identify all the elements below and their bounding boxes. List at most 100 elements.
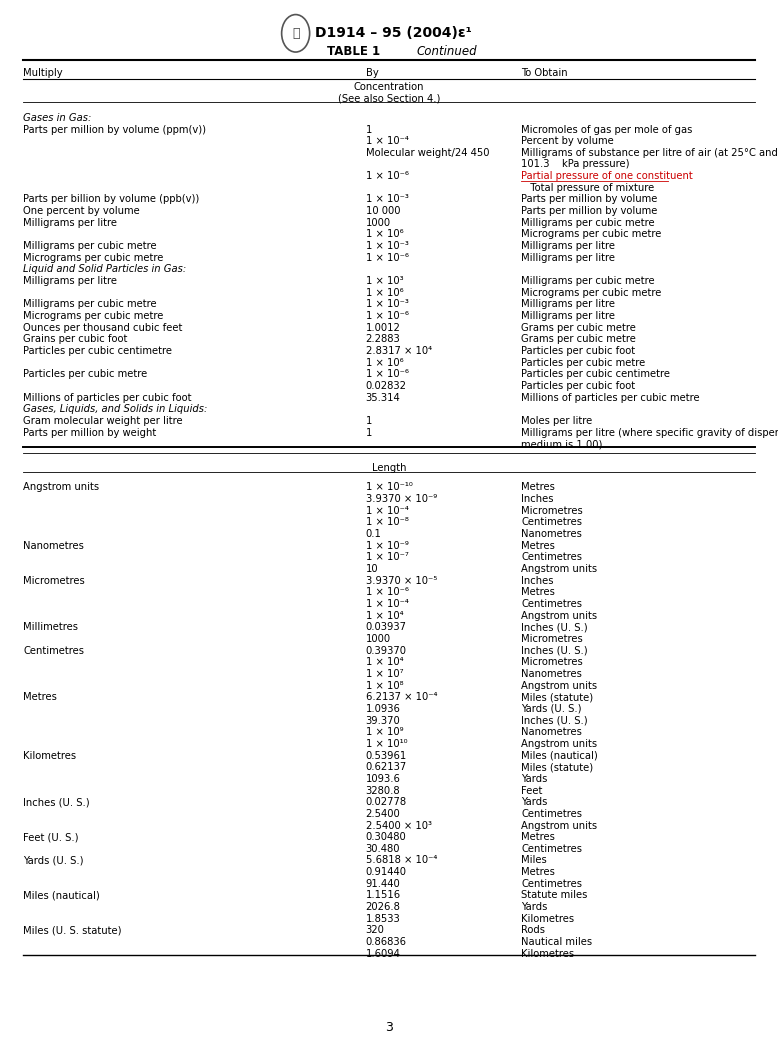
Text: 1 × 10⁻⁴: 1 × 10⁻⁴ bbox=[366, 136, 408, 146]
Text: 2.8317 × 10⁴: 2.8317 × 10⁴ bbox=[366, 346, 432, 356]
Text: Yards: Yards bbox=[521, 773, 548, 784]
Text: TABLE 1: TABLE 1 bbox=[327, 45, 380, 57]
Text: Particles per cubic centimetre: Particles per cubic centimetre bbox=[521, 370, 671, 379]
Text: Nanometres: Nanometres bbox=[521, 669, 582, 679]
Text: Nanometres: Nanometres bbox=[23, 540, 84, 551]
Text: Liquid and Solid Particles in Gas:: Liquid and Solid Particles in Gas: bbox=[23, 264, 187, 275]
Text: Micrograms per cubic metre: Micrograms per cubic metre bbox=[521, 229, 661, 239]
Text: 2.5400 × 10³: 2.5400 × 10³ bbox=[366, 820, 432, 831]
Text: Length: Length bbox=[372, 463, 406, 474]
Text: Parts per million by weight: Parts per million by weight bbox=[23, 428, 156, 437]
Text: 101.3    kPa pressure): 101.3 kPa pressure) bbox=[521, 159, 629, 170]
Text: Rods: Rods bbox=[521, 925, 545, 936]
Text: Nautical miles: Nautical miles bbox=[521, 937, 592, 947]
Text: 1 × 10⁹: 1 × 10⁹ bbox=[366, 728, 403, 737]
Text: 1 × 10⁻⁶: 1 × 10⁻⁶ bbox=[366, 171, 408, 181]
Text: 6.2137 × 10⁻⁴: 6.2137 × 10⁻⁴ bbox=[366, 692, 437, 703]
Text: Continued: Continued bbox=[416, 45, 477, 57]
Text: Particles per cubic metre: Particles per cubic metre bbox=[521, 358, 646, 367]
Text: 1 × 10⁸: 1 × 10⁸ bbox=[366, 681, 403, 690]
Text: Milligrams per cubic metre: Milligrams per cubic metre bbox=[23, 300, 157, 309]
Text: Yards: Yards bbox=[521, 903, 548, 912]
Text: Miles (U. S. statute): Miles (U. S. statute) bbox=[23, 925, 122, 936]
Text: Angstrom units: Angstrom units bbox=[521, 681, 598, 690]
Text: Percent by volume: Percent by volume bbox=[521, 136, 614, 146]
Text: Parts per million by volume: Parts per million by volume bbox=[521, 206, 657, 217]
Text: 1 × 10⁻⁶: 1 × 10⁻⁶ bbox=[366, 311, 408, 321]
Text: Micrometres: Micrometres bbox=[521, 506, 583, 515]
Text: 1 × 10⁶: 1 × 10⁶ bbox=[366, 358, 403, 367]
Text: Partial pressure of one constituent: Partial pressure of one constituent bbox=[521, 171, 693, 181]
Text: Inches: Inches bbox=[521, 494, 554, 504]
Text: 0.39370: 0.39370 bbox=[366, 645, 407, 656]
Text: 0.30480: 0.30480 bbox=[366, 832, 406, 842]
Text: Angstrom units: Angstrom units bbox=[521, 564, 598, 574]
Text: Grams per cubic metre: Grams per cubic metre bbox=[521, 323, 636, 333]
Text: Miles (nautical): Miles (nautical) bbox=[23, 890, 100, 900]
Text: 91.440: 91.440 bbox=[366, 879, 401, 889]
Text: Metres: Metres bbox=[521, 867, 555, 878]
Text: 0.62137: 0.62137 bbox=[366, 762, 407, 772]
Text: Yards (U. S.): Yards (U. S.) bbox=[23, 856, 84, 865]
Text: 1 × 10⁶: 1 × 10⁶ bbox=[366, 229, 403, 239]
Text: Parts per billion by volume (ppb(v)): Parts per billion by volume (ppb(v)) bbox=[23, 195, 200, 204]
Text: Kilometres: Kilometres bbox=[521, 914, 574, 923]
Text: 0.02832: 0.02832 bbox=[366, 381, 407, 391]
Text: 1 × 10⁻⁹: 1 × 10⁻⁹ bbox=[366, 540, 408, 551]
Text: Milligrams per litre: Milligrams per litre bbox=[521, 242, 615, 251]
Text: Centimetres: Centimetres bbox=[521, 809, 582, 819]
Text: Particles per cubic foot: Particles per cubic foot bbox=[521, 381, 636, 391]
Text: 1: 1 bbox=[366, 125, 372, 134]
Text: Millions of particles per cubic metre: Millions of particles per cubic metre bbox=[521, 392, 700, 403]
Text: 0.86836: 0.86836 bbox=[366, 937, 407, 947]
Text: Milligrams per litre: Milligrams per litre bbox=[521, 253, 615, 262]
Text: Inches (U. S.): Inches (U. S.) bbox=[521, 623, 588, 632]
Text: Grains per cubic foot: Grains per cubic foot bbox=[23, 334, 128, 345]
Text: 3280.8: 3280.8 bbox=[366, 786, 401, 795]
Text: Milligrams per litre (where specific gravity of dispersion: Milligrams per litre (where specific gra… bbox=[521, 428, 778, 437]
Text: Metres: Metres bbox=[521, 482, 555, 492]
Text: 5.6818 × 10⁻⁴: 5.6818 × 10⁻⁴ bbox=[366, 856, 437, 865]
Text: 1 × 10⁻³: 1 × 10⁻³ bbox=[366, 195, 408, 204]
Text: Micrometres: Micrometres bbox=[521, 657, 583, 667]
Text: Metres: Metres bbox=[521, 832, 555, 842]
Text: 1000: 1000 bbox=[366, 634, 391, 644]
Text: Milligrams per litre: Milligrams per litre bbox=[521, 311, 615, 321]
Text: 1 × 10⁻⁷: 1 × 10⁻⁷ bbox=[366, 553, 408, 562]
Text: Miles (statute): Miles (statute) bbox=[521, 762, 594, 772]
Text: Angstrom units: Angstrom units bbox=[521, 739, 598, 748]
Text: 1.1516: 1.1516 bbox=[366, 890, 401, 900]
Text: 1 × 10⁻¹⁰: 1 × 10⁻¹⁰ bbox=[366, 482, 412, 492]
Text: 1093.6: 1093.6 bbox=[366, 773, 401, 784]
Text: 1 × 10⁻³: 1 × 10⁻³ bbox=[366, 300, 408, 309]
Text: 2.2883: 2.2883 bbox=[366, 334, 401, 345]
Text: Particles per cubic centimetre: Particles per cubic centimetre bbox=[23, 346, 173, 356]
Text: 1 × 10⁷: 1 × 10⁷ bbox=[366, 669, 403, 679]
Text: Inches: Inches bbox=[521, 576, 554, 586]
Text: 1.8533: 1.8533 bbox=[366, 914, 401, 923]
Text: 3: 3 bbox=[385, 1021, 393, 1034]
Text: One percent by volume: One percent by volume bbox=[23, 206, 140, 217]
Text: Metres: Metres bbox=[23, 692, 58, 703]
Text: Centimetres: Centimetres bbox=[521, 599, 582, 609]
Text: Centimetres: Centimetres bbox=[521, 553, 582, 562]
Text: 0.91440: 0.91440 bbox=[366, 867, 407, 878]
Text: Total pressure of mixture: Total pressure of mixture bbox=[521, 183, 654, 193]
Text: 1.0012: 1.0012 bbox=[366, 323, 401, 333]
Text: Yards (U. S.): Yards (U. S.) bbox=[521, 704, 582, 714]
Text: Millions of particles per cubic foot: Millions of particles per cubic foot bbox=[23, 392, 192, 403]
Text: medium is 1.00): medium is 1.00) bbox=[521, 439, 603, 450]
Text: 10: 10 bbox=[366, 564, 378, 574]
Text: 1 × 10⁴: 1 × 10⁴ bbox=[366, 611, 403, 620]
Text: Nanometres: Nanometres bbox=[521, 529, 582, 539]
Text: Nanometres: Nanometres bbox=[521, 728, 582, 737]
Text: Centimetres: Centimetres bbox=[521, 517, 582, 528]
Text: Grams per cubic metre: Grams per cubic metre bbox=[521, 334, 636, 345]
Text: Centimetres: Centimetres bbox=[521, 879, 582, 889]
Text: 1 × 10⁻⁶: 1 × 10⁻⁶ bbox=[366, 370, 408, 379]
Text: 1 × 10⁻³: 1 × 10⁻³ bbox=[366, 242, 408, 251]
Text: Metres: Metres bbox=[521, 587, 555, 598]
Text: Milligrams per litre: Milligrams per litre bbox=[23, 218, 117, 228]
Text: 1 × 10⁶: 1 × 10⁶ bbox=[366, 287, 403, 298]
Text: Ⓞ: Ⓞ bbox=[292, 27, 300, 40]
